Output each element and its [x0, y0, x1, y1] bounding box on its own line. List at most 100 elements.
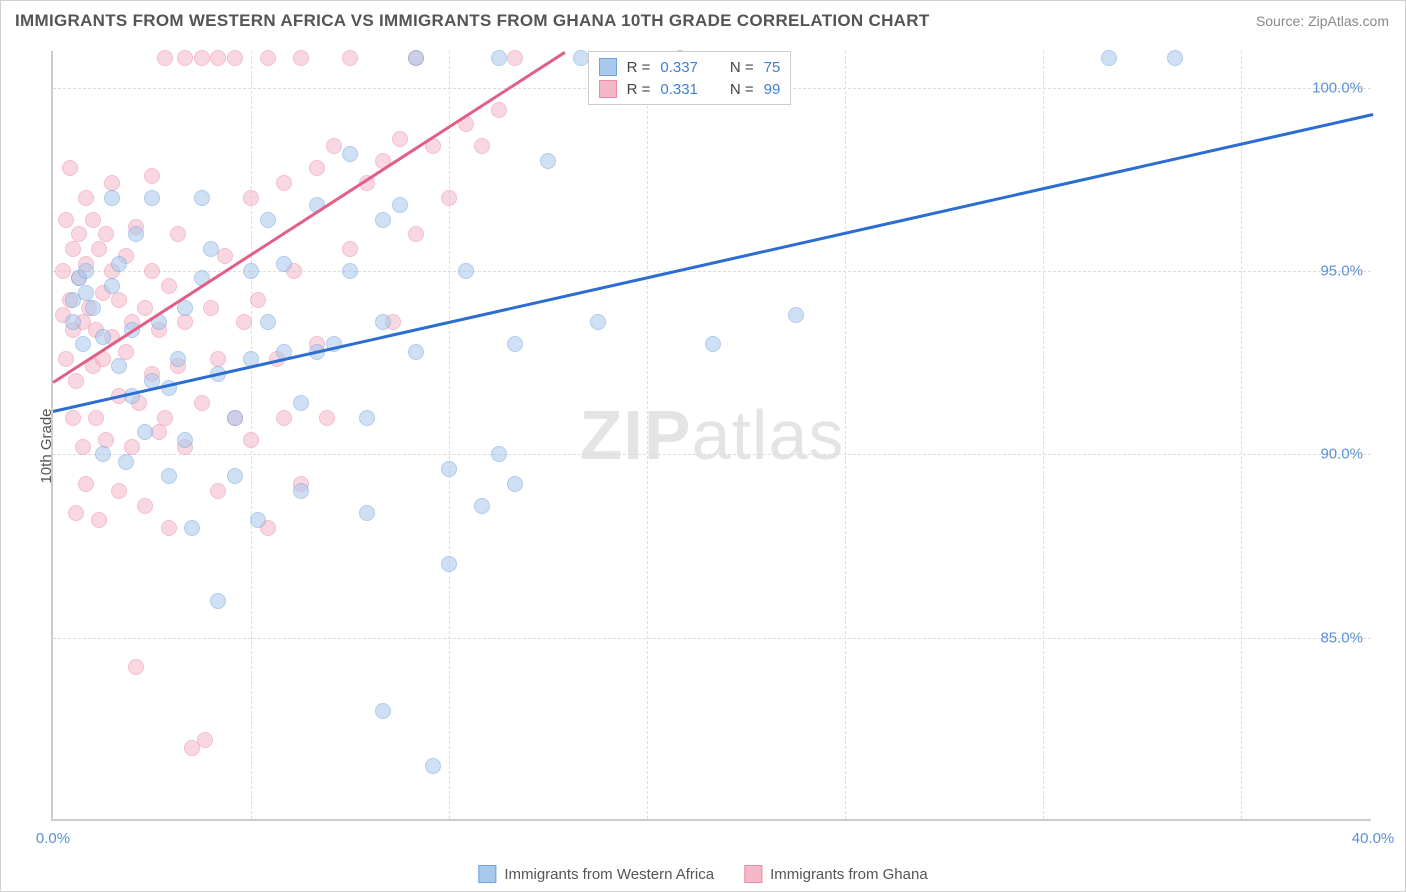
- scatter-point: [78, 285, 94, 301]
- legend-label: Immigrants from Ghana: [770, 866, 928, 883]
- scatter-point: [507, 50, 523, 66]
- legend-label: Immigrants from Western Africa: [504, 866, 714, 883]
- source-label: Source: ZipAtlas.com: [1256, 13, 1389, 29]
- scatter-point: [104, 278, 120, 294]
- gridline-v: [449, 51, 450, 819]
- scatter-point: [161, 520, 177, 536]
- scatter-point: [85, 300, 101, 316]
- stat-r-label: R =: [627, 81, 651, 98]
- scatter-point: [375, 314, 391, 330]
- y-tick-label: 85.0%: [1320, 629, 1363, 646]
- scatter-point: [68, 373, 84, 389]
- stat-n-label: N =: [730, 81, 754, 98]
- scatter-point: [58, 351, 74, 367]
- gridline-v: [845, 51, 846, 819]
- scatter-point: [144, 168, 160, 184]
- y-tick-label: 90.0%: [1320, 446, 1363, 463]
- scatter-point: [194, 395, 210, 411]
- scatter-point: [276, 410, 292, 426]
- scatter-point: [319, 410, 335, 426]
- scatter-point: [326, 138, 342, 154]
- scatter-point: [474, 498, 490, 514]
- scatter-point: [260, 314, 276, 330]
- scatter-point: [161, 278, 177, 294]
- scatter-point: [458, 263, 474, 279]
- scatter-point: [507, 336, 523, 352]
- stats-row: R =0.337N =75: [599, 56, 781, 78]
- scatter-point: [276, 175, 292, 191]
- scatter-point: [104, 175, 120, 191]
- chart-container: IMMIGRANTS FROM WESTERN AFRICA VS IMMIGR…: [0, 0, 1406, 892]
- scatter-point: [243, 432, 259, 448]
- scatter-point: [85, 212, 101, 228]
- scatter-point: [88, 410, 104, 426]
- scatter-point: [194, 50, 210, 66]
- scatter-point: [111, 483, 127, 499]
- scatter-point: [111, 256, 127, 272]
- scatter-point: [78, 190, 94, 206]
- scatter-point: [78, 263, 94, 279]
- scatter-point: [55, 263, 71, 279]
- scatter-point: [788, 307, 804, 323]
- scatter-point: [540, 153, 556, 169]
- scatter-point: [111, 358, 127, 374]
- legend-item: Immigrants from Ghana: [744, 865, 928, 883]
- scatter-point: [184, 520, 200, 536]
- swatch-icon: [744, 865, 762, 883]
- scatter-point: [118, 454, 134, 470]
- scatter-point: [157, 50, 173, 66]
- scatter-point: [342, 146, 358, 162]
- scatter-point: [250, 292, 266, 308]
- stat-n-value: 75: [764, 59, 781, 76]
- scatter-point: [1101, 50, 1117, 66]
- scatter-point: [408, 226, 424, 242]
- scatter-point: [293, 50, 309, 66]
- scatter-point: [491, 446, 507, 462]
- scatter-point: [91, 241, 107, 257]
- stat-r-value: 0.331: [660, 81, 698, 98]
- legend-item: Immigrants from Western Africa: [478, 865, 714, 883]
- stat-n-value: 99: [764, 81, 781, 98]
- scatter-point: [210, 483, 226, 499]
- scatter-point: [441, 556, 457, 572]
- scatter-point: [210, 50, 226, 66]
- stat-r-value: 0.337: [660, 59, 698, 76]
- scatter-point: [705, 336, 721, 352]
- scatter-point: [177, 432, 193, 448]
- trendline: [52, 51, 565, 383]
- scatter-point: [161, 468, 177, 484]
- scatter-point: [392, 131, 408, 147]
- scatter-point: [441, 461, 457, 477]
- scatter-point: [392, 197, 408, 213]
- scatter-point: [137, 300, 153, 316]
- scatter-point: [210, 351, 226, 367]
- scatter-point: [170, 351, 186, 367]
- scatter-point: [65, 241, 81, 257]
- chart-title: IMMIGRANTS FROM WESTERN AFRICA VS IMMIGR…: [15, 11, 930, 31]
- stats-box: R =0.337N =75R =0.331N =99: [588, 51, 792, 105]
- scatter-point: [342, 50, 358, 66]
- scatter-point: [260, 212, 276, 228]
- scatter-point: [227, 410, 243, 426]
- bottom-legend: Immigrants from Western Africa Immigrants…: [478, 865, 927, 883]
- watermark: ZIPatlas: [580, 395, 845, 475]
- stat-r-label: R =: [627, 59, 651, 76]
- scatter-point: [359, 505, 375, 521]
- scatter-point: [250, 512, 266, 528]
- scatter-point: [124, 439, 140, 455]
- scatter-point: [62, 160, 78, 176]
- scatter-point: [177, 50, 193, 66]
- scatter-point: [95, 446, 111, 462]
- scatter-point: [425, 758, 441, 774]
- scatter-point: [68, 505, 84, 521]
- scatter-point: [194, 190, 210, 206]
- scatter-point: [293, 395, 309, 411]
- scatter-point: [91, 512, 107, 528]
- scatter-point: [170, 226, 186, 242]
- swatch-icon: [478, 865, 496, 883]
- gridline-v: [1241, 51, 1242, 819]
- y-tick-label: 95.0%: [1320, 263, 1363, 280]
- scatter-point: [75, 439, 91, 455]
- scatter-point: [75, 336, 91, 352]
- scatter-point: [375, 703, 391, 719]
